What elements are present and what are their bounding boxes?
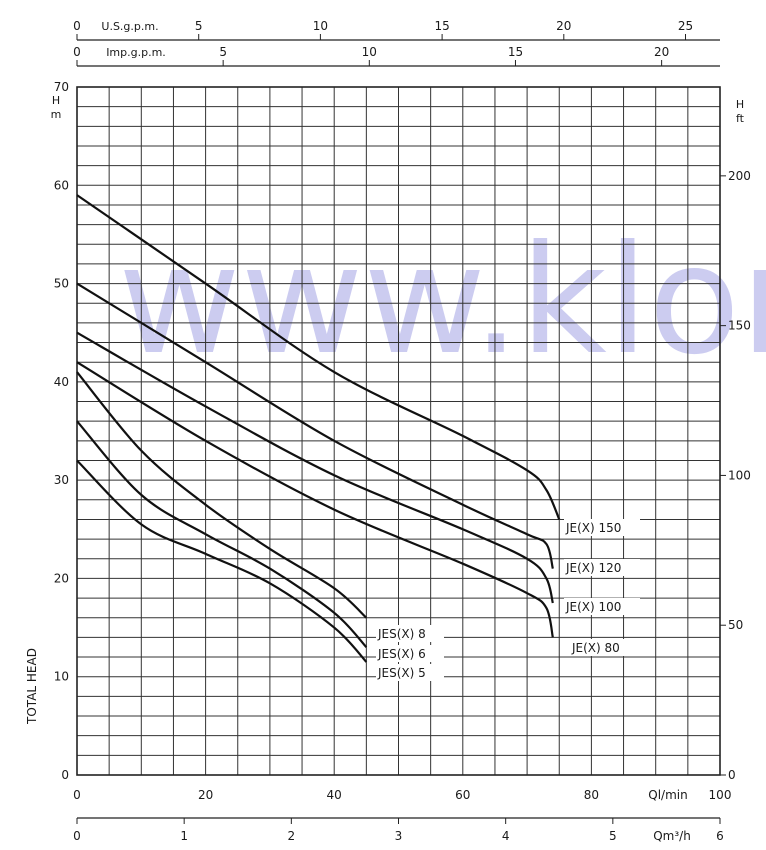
top-us-tick-label: 10	[313, 19, 328, 33]
y-unit-label: H	[52, 94, 60, 107]
right-unit-label: H	[736, 98, 744, 111]
top-imp-tick-label: 15	[508, 45, 523, 59]
y-tick-label: 50	[54, 277, 69, 291]
top-us-tick-label: 25	[678, 19, 693, 33]
series-label: JES(X) 6	[377, 647, 426, 661]
y-axis-title: TOTAL HEAD	[25, 648, 39, 725]
bottom-m3h-tick-label: 2	[288, 829, 296, 843]
series-label-backing	[564, 519, 640, 536]
top-imp-tick-label: 0	[73, 45, 81, 59]
series-label: JE(X) 120	[565, 561, 621, 575]
top-imp-axis-title: Imp.g.p.m.	[106, 46, 166, 59]
series-label: JE(X) 100	[565, 600, 621, 614]
x-tick-label: 80	[584, 788, 599, 802]
watermark-text: www.klong	[118, 214, 766, 388]
y-tick-label: 70	[54, 80, 69, 94]
top-us-tick-label: 20	[556, 19, 571, 33]
y-unit-label: m	[51, 108, 62, 121]
bottom-m3h-tick-label: 3	[395, 829, 403, 843]
series-line	[76, 331, 554, 604]
plot-frame	[76, 86, 721, 776]
x-axis-title: Ql/min	[648, 788, 687, 802]
bottom-m3h-tick-label: 6	[716, 829, 724, 843]
series-label-backing	[376, 645, 444, 662]
top-us-axis-title: U.S.g.p.m.	[101, 20, 158, 33]
y-tick-label: 30	[54, 473, 69, 487]
series-label-backing	[564, 598, 640, 615]
x-tick-label: 60	[455, 788, 470, 802]
series-label-backing	[570, 639, 638, 656]
right-tick-label: 0	[728, 768, 736, 782]
right-tick-label: 150	[728, 319, 751, 333]
top-imp-tick-label: 20	[654, 45, 669, 59]
top-imp-tick-label: 10	[362, 45, 377, 59]
x-tick-label: 20	[198, 788, 213, 802]
right-tick-label: 100	[728, 468, 751, 482]
x-tick-label: 0	[73, 788, 81, 802]
series-label: JE(X) 80	[571, 641, 620, 655]
top-imp-tick-label: 5	[219, 45, 227, 59]
series-line	[76, 361, 554, 638]
series-line	[76, 194, 561, 520]
x-tick-label: 100	[709, 788, 732, 802]
x-tick-label: 40	[327, 788, 342, 802]
series-label: JES(X) 8	[377, 627, 426, 641]
bottom-m3h-tick-label: 0	[73, 829, 81, 843]
bottom-m3h-tick-label: 5	[609, 829, 617, 843]
series-label: JES(X) 5	[377, 666, 426, 680]
y-tick-label: 0	[61, 768, 69, 782]
series-line	[76, 282, 554, 569]
bottom-m3h-axis-title: Qm³/h	[653, 829, 691, 843]
series-line	[76, 371, 368, 619]
right-tick-label: 200	[728, 169, 751, 183]
right-tick-label: 50	[728, 618, 743, 632]
top-us-tick-label: 15	[434, 19, 449, 33]
right-unit-label: ft	[736, 112, 745, 125]
series-label: JE(X) 150	[565, 521, 621, 535]
series-line	[76, 420, 368, 648]
top-us-tick-label: 0	[73, 19, 81, 33]
series-label-backing	[564, 559, 640, 576]
y-tick-label: 40	[54, 375, 69, 389]
bottom-m3h-tick-label: 1	[180, 829, 188, 843]
series-line	[76, 459, 368, 663]
top-us-tick-label: 5	[195, 19, 203, 33]
series-label-backing	[376, 664, 444, 681]
y-tick-label: 20	[54, 571, 69, 585]
series-label-backing	[376, 625, 444, 642]
y-tick-label: 60	[54, 178, 69, 192]
y-tick-label: 10	[54, 670, 69, 684]
bottom-m3h-tick-label: 4	[502, 829, 510, 843]
